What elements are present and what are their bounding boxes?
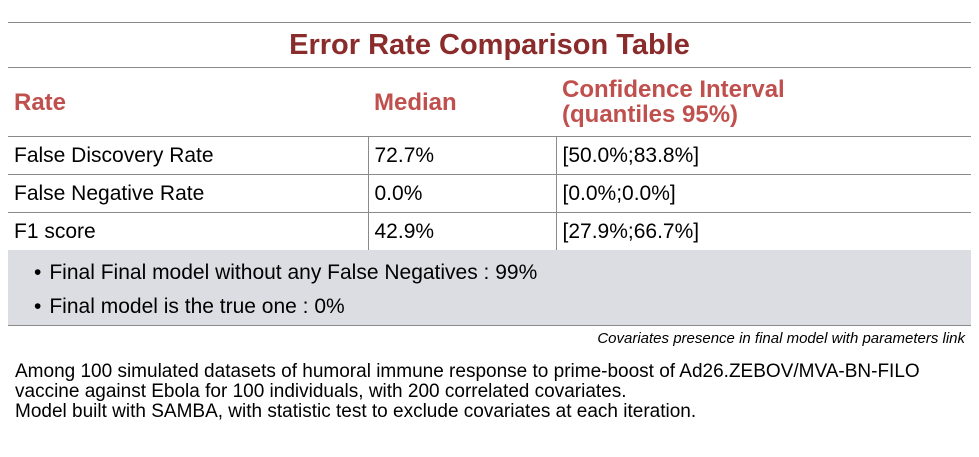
notes-panel: • Final Final model without any False Ne… <box>8 250 971 326</box>
note-text: Final Final model without any False Nega… <box>49 261 538 284</box>
header-rate: Rate <box>8 68 368 137</box>
cell-median: 72.7% <box>368 136 557 175</box>
cell-median: 0.0% <box>368 174 557 213</box>
cell-ci: [27.9%;66.7%] <box>562 219 700 243</box>
footer-line-1: Among 100 simulated datasets of humoral … <box>15 361 920 402</box>
note-item: • Final model is the true one : 0% <box>34 290 971 324</box>
parameters-link[interactable]: Covariates presence in final model with … <box>597 330 965 347</box>
error-rate-table: Error Rate Comparison Table Rate Median … <box>8 22 971 352</box>
note-item: • Final Final model without any False Ne… <box>34 256 971 290</box>
cell-ci: [0.0%;0.0%] <box>556 174 971 213</box>
header-row: Rate Median Confidence Interval (quantil… <box>8 68 971 137</box>
note-text: Final model is the true one : 0% <box>49 295 345 318</box>
cell-rate: F1 score <box>8 212 369 250</box>
cell-median: 42.9% <box>368 212 557 250</box>
table-row: False Negative Rate 0.0% [0.0%;0.0%] <box>8 174 971 213</box>
cell-rate: False Discovery Rate <box>8 136 369 175</box>
header-ci-line1: Confidence Interval <box>562 76 785 103</box>
table-row: False Discovery Rate 72.7% [50.0%;83.8%] <box>8 136 971 175</box>
cell-ci: [50.0%;83.8%] <box>556 136 971 175</box>
header-median: Median <box>368 68 556 137</box>
table-title: Error Rate Comparison Table <box>8 22 971 68</box>
bullet-icon: • <box>34 295 42 318</box>
cell-rate: False Negative Rate <box>8 174 369 213</box>
rates-table: Rate Median Confidence Interval (quantil… <box>8 68 971 250</box>
footer-line-2: Model built with SAMBA, with statistic t… <box>15 401 697 422</box>
header-confidence-interval: Confidence Interval (quantiles 95%) <box>556 68 971 137</box>
table-row: F1 score 42.9% [27.9%;66.7%] <box>8 212 971 250</box>
bullet-icon: • <box>34 261 42 284</box>
header-ci-line2: (quantiles 95%) <box>562 101 739 128</box>
footer-description: Among 100 simulated datasets of humoral … <box>15 362 965 422</box>
